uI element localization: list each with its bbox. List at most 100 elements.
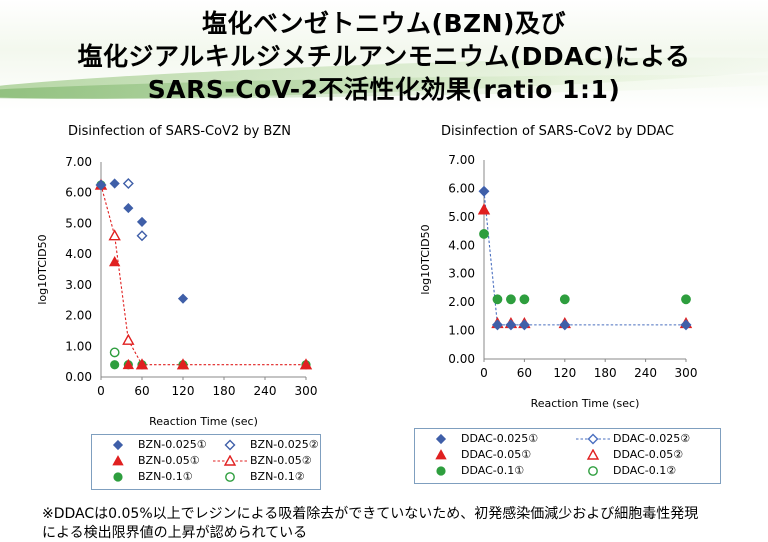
ddac-chart: 0.00 1.00 2.00 3.00 4.00 5.00 6.00 7.00 0 60 120 18… xyxy=(419,153,698,410)
y-axis-label: log10TCID50 xyxy=(36,234,49,304)
data-point xyxy=(177,358,189,370)
y-tick-label: 3.00 xyxy=(448,267,475,281)
y-tick-label: 6.00 xyxy=(65,186,92,200)
y-tick-label: 7.00 xyxy=(65,155,92,169)
y-tick-label: 1.00 xyxy=(448,324,475,338)
legend-symbol xyxy=(112,454,124,465)
legend-entry: DDAC-0.025① xyxy=(421,432,538,445)
bzn-chart-title: Disinfection of SARS-CoV2 by BZN xyxy=(68,124,291,139)
legend-label: DDAC-0.025② xyxy=(613,432,691,445)
x-axis-label: Reaction Time (sec) xyxy=(149,415,258,428)
page-title-line-3: SARS-CoV-2不活性化効果(ratio 1:1) xyxy=(147,75,621,104)
data-point xyxy=(109,178,120,189)
legend-marker xyxy=(435,448,447,459)
data-point xyxy=(519,319,530,330)
legend-label: DDAC-0.025① xyxy=(461,432,539,445)
legend-symbol xyxy=(112,439,124,450)
legend-label: BZN-0.1① xyxy=(138,470,193,483)
legend-label: DDAC-0.05② xyxy=(613,448,684,461)
page-title-line-2: 塩化ジアルキルジメチルアンモニウム(DDAC)による xyxy=(77,42,691,71)
y-tick-label: 5.00 xyxy=(65,216,92,230)
y-tick-label: 7.00 xyxy=(448,153,475,167)
x-tick-label: 0 xyxy=(97,384,105,398)
x-tick-label: 300 xyxy=(675,366,698,380)
legend-marker xyxy=(112,454,124,465)
legend-entry: DDAC-0.1② xyxy=(573,464,676,477)
bzn-legend: BZN-0.025① BZN-0.025② BZN-0.05① BZN-0.05② BZ… xyxy=(91,434,321,490)
x-tick-label: 300 xyxy=(295,384,318,398)
y-tick-label: 5.00 xyxy=(448,210,475,224)
legend-symbol xyxy=(435,448,447,459)
legend-marker xyxy=(586,448,600,460)
legend-marker xyxy=(112,439,124,450)
legend-entry: BZN-0.05② xyxy=(210,454,312,467)
x-axis-label: Reaction Time (sec) xyxy=(531,397,640,410)
legend-marker xyxy=(213,454,247,466)
x-tick-label: 60 xyxy=(517,366,532,380)
data-point xyxy=(505,319,516,330)
x-tick-label: 240 xyxy=(254,384,277,398)
footnote-line-2: による検出限界値の上昇が認められている xyxy=(42,525,308,541)
y-tick-label: 6.00 xyxy=(448,181,475,195)
data-point xyxy=(108,229,121,241)
legend-label: BZN-0.05① xyxy=(138,454,200,467)
data-point xyxy=(506,294,516,304)
legend-marker xyxy=(588,465,598,476)
x-tick-label: 0 xyxy=(480,366,488,380)
data-point xyxy=(300,358,312,370)
legend-symbol xyxy=(435,433,447,444)
data-point xyxy=(95,179,107,191)
legend-label: DDAC-0.05① xyxy=(461,448,532,461)
data-point xyxy=(177,293,189,304)
data-point xyxy=(122,333,135,345)
series-line xyxy=(100,184,306,366)
y-tick-label: 2.00 xyxy=(65,309,92,323)
y-tick-label: 0.00 xyxy=(448,352,475,366)
legend-marker xyxy=(436,465,446,476)
legend-label: BZN-0.1② xyxy=(250,470,305,483)
legend-symbol xyxy=(586,448,600,460)
data-point xyxy=(136,358,148,370)
data-point xyxy=(136,216,148,227)
data-point xyxy=(479,229,489,239)
data-point xyxy=(122,358,135,370)
data-point xyxy=(110,360,120,370)
legend-symbol xyxy=(587,433,599,444)
legend-entry: BZN-0.1① xyxy=(98,470,193,483)
legend-label: BZN-0.025① xyxy=(138,438,207,451)
y-axis-label: log10TCID50 xyxy=(419,224,432,294)
data-point xyxy=(478,186,490,197)
data-point xyxy=(492,294,503,304)
data-point xyxy=(123,203,134,214)
legend-entry: DDAC-0.05② xyxy=(573,448,683,461)
x-tick-label: 180 xyxy=(594,366,617,380)
legend-marker xyxy=(225,471,235,482)
data-point xyxy=(560,294,570,304)
legend-symbol xyxy=(223,454,237,466)
legend-entry: BZN-0.025② xyxy=(210,438,319,451)
legend-entry: BZN-0.05① xyxy=(98,454,200,467)
legend-entry: DDAC-0.025② xyxy=(573,432,690,445)
legend-label: BZN-0.025② xyxy=(250,438,319,451)
legend-entry: DDAC-0.05① xyxy=(421,448,531,461)
legend-symbol xyxy=(436,465,446,476)
x-tick-label: 120 xyxy=(172,384,195,398)
legend-marker xyxy=(435,433,447,444)
y-tick-label: 2.00 xyxy=(448,295,475,309)
y-tick-label: 4.00 xyxy=(65,247,92,261)
page-title-line-1: 塩化ベンゼトニウム(BZN)及び xyxy=(202,9,566,38)
legend-entry: BZN-0.1② xyxy=(210,470,305,483)
legend-symbol xyxy=(225,471,235,482)
data-point xyxy=(109,347,120,358)
legend-label: BZN-0.05② xyxy=(250,454,312,467)
data-point xyxy=(108,255,121,267)
data-point xyxy=(519,294,529,304)
legend-marker xyxy=(576,433,610,444)
legend-entry: DDAC-0.1① xyxy=(421,464,524,477)
legend-entry: BZN-0.025① xyxy=(98,438,207,451)
legend-symbol xyxy=(224,439,236,450)
data-point xyxy=(559,319,570,330)
ddac-chart-title: Disinfection of SARS-CoV2 by DDAC xyxy=(441,124,674,139)
legend-marker xyxy=(113,471,123,482)
data-point xyxy=(681,294,691,304)
